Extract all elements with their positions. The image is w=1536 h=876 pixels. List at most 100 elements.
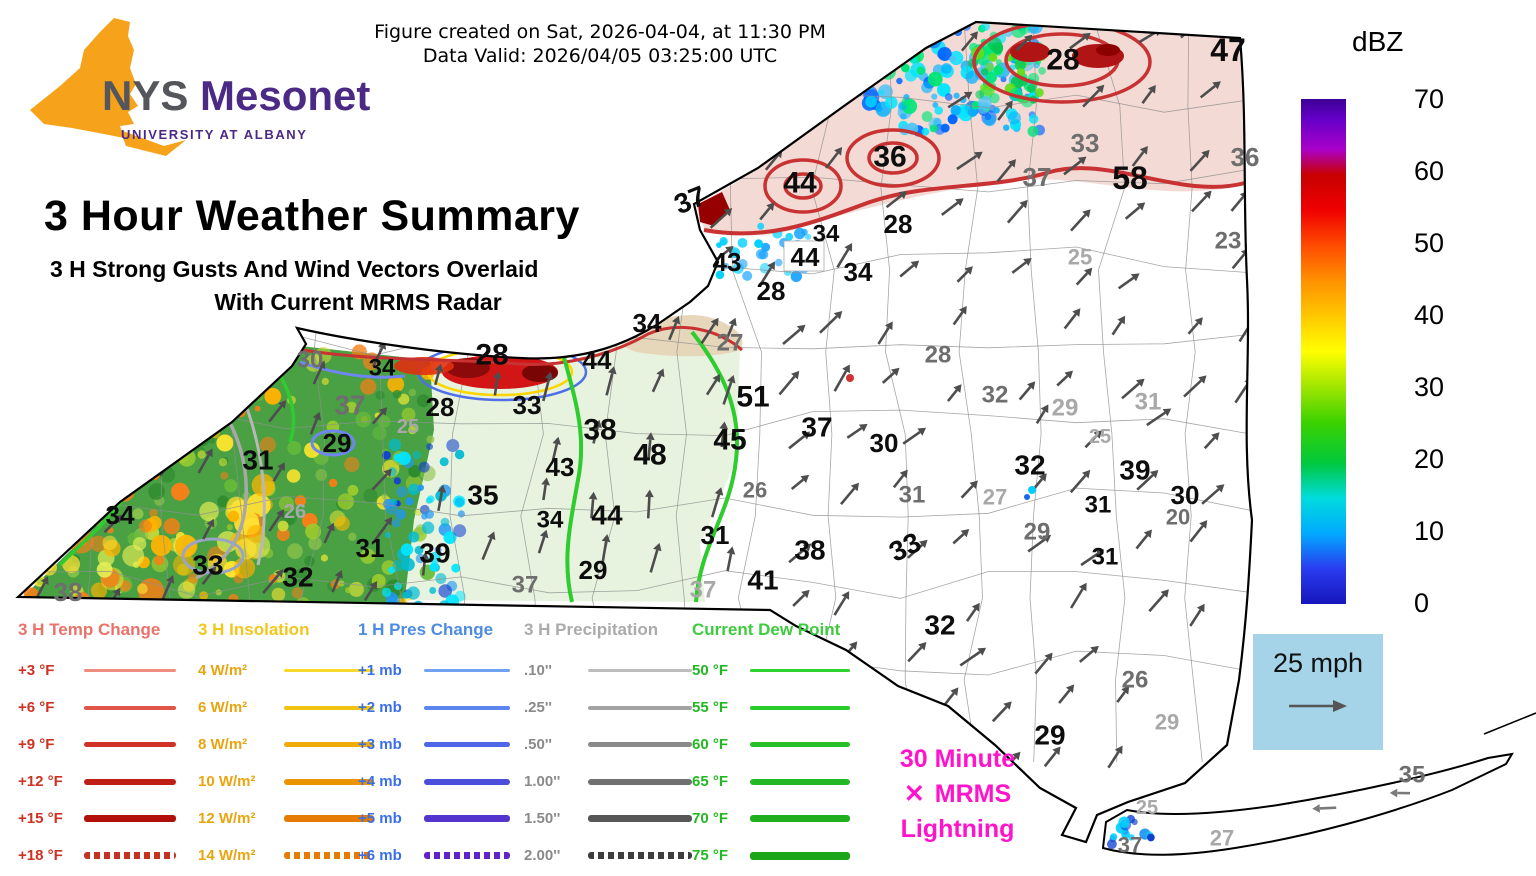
legend-line-sample [750, 742, 850, 747]
gust-value: 44 [791, 242, 820, 272]
legend-line-sample [588, 669, 692, 672]
legend-column: 3 H Precipitation .10'' .25'' .50'' 1.00'' 1.… [524, 620, 692, 874]
gust-value: 29 [1052, 395, 1079, 422]
lightning-line2-text: MRMS [934, 780, 1012, 808]
nys-state-logo-shape [30, 18, 186, 156]
legend-item-label: 70 °F [692, 810, 729, 827]
wind-speed-label: 25 mph [1272, 648, 1364, 678]
legend-line-sample [84, 852, 176, 859]
legend-column-title: 1 H Pres Change [358, 620, 494, 639]
gust-value: 29 [1024, 519, 1051, 546]
mesonet-logo-text: NYS Mesonet [102, 72, 370, 120]
legend-item: +1 mb [358, 652, 510, 689]
colorbar-tick-labels: 70 60 50 40 30 20 10 0 [1414, 86, 1444, 617]
wind-speed-arrow-icon [1289, 700, 1347, 712]
gust-value: 44 [591, 500, 623, 531]
legend-item-label: 8 W/m² [198, 736, 248, 753]
legend-item-label: +5 mb [358, 810, 402, 827]
gust-value: 37 [512, 572, 539, 599]
legend-line-sample [750, 778, 850, 785]
gust-value: 31 [1085, 492, 1112, 519]
legend-item-label: +3 mb [358, 736, 402, 753]
gust-value: 32 [924, 610, 955, 641]
gust-value: 29 [1034, 720, 1065, 751]
gust-value: 35 [1399, 762, 1426, 789]
legend-item: +18 °F [18, 837, 176, 874]
gust-value: 28 [1046, 44, 1079, 77]
legend-item: 2.00'' [524, 837, 692, 874]
gust-value: 31 [356, 533, 385, 563]
colorbar-tick-label: 50 [1414, 228, 1445, 258]
legend-item: 1.50'' [524, 800, 692, 837]
legend-item-label: 2.00'' [524, 847, 561, 864]
gust-value: 28 [925, 342, 952, 369]
colorbar-tick-label: 70 [1414, 84, 1445, 114]
legend-line-sample [84, 815, 176, 822]
gust-value: 28 [475, 339, 508, 372]
gust-value: 34 [537, 507, 564, 534]
gust-value: 37 [690, 577, 717, 604]
legend-item: .25'' [524, 689, 692, 726]
gust-value: 33 [192, 550, 223, 581]
legend-item: 60 °F [692, 726, 850, 763]
gust-value: 38 [794, 535, 825, 566]
colorbar-tick-label: 10 [1414, 516, 1445, 546]
colorbar-tick-label: 40 [1414, 300, 1445, 330]
gust-value: 30 [870, 428, 899, 458]
point-markers [846, 374, 1036, 500]
legend-item-label: +3 °F [18, 662, 55, 679]
gust-value: 29 [323, 428, 352, 458]
gust-value: 26 [1122, 667, 1149, 694]
legend-line-sample [424, 705, 510, 710]
legend-item: 10 W/m² [198, 763, 374, 800]
gust-value: 37 [1023, 162, 1052, 192]
legend-item: +2 mb [358, 689, 510, 726]
legend-item-label: .10'' [524, 662, 552, 679]
legend-line-sample [750, 705, 850, 710]
long-island-silhouette [120, 130, 186, 156]
logo-mesonet: Mesonet [200, 72, 371, 119]
legend-line-sample [588, 742, 692, 747]
figure-created-line1: Figure created on Sat, 2026-04-04, at 11… [374, 21, 826, 43]
gust-value: 36 [873, 141, 906, 174]
page-title: 3 Hour Weather Summary [44, 192, 580, 240]
gust-value: 34 [844, 257, 873, 287]
legend-item: +9 °F [18, 726, 176, 763]
legend-column: 3 H Temp Change +3 °F +6 °F +9 °F +12 °F +15 … [18, 620, 176, 874]
legend-item-label: +2 mb [358, 699, 402, 716]
legend-item: 50 °F [692, 652, 850, 689]
legend-column-title: Current Dew Point [692, 620, 841, 639]
gust-highlight-box [783, 240, 825, 272]
gust-value: 34 [633, 308, 662, 338]
legend-item-label: 1.50'' [524, 810, 561, 827]
gust-value: 38 [54, 577, 83, 607]
gust-value: 25 [1089, 426, 1111, 448]
legend-line-sample [284, 742, 374, 747]
gust-value: 34 [813, 221, 840, 248]
legend-item-label: 6 W/m² [198, 699, 248, 716]
legend-line-sample [424, 778, 510, 785]
gust-value: 27 [1210, 826, 1234, 851]
gust-value: 44 [783, 167, 817, 200]
legend-item-label: +12 °F [18, 773, 63, 790]
gust-value: 25 [397, 416, 419, 438]
colorbar-tick-label: 30 [1414, 372, 1445, 402]
gust-value: 29 [579, 555, 608, 585]
legend-item-label: +6 °F [18, 699, 55, 716]
legend-line-sample [284, 669, 374, 672]
legend-line-sample [284, 705, 374, 710]
gust-value: 28 [884, 209, 913, 239]
legend-item-label: +6 mb [358, 847, 402, 864]
gust-value: 45 [713, 424, 746, 457]
gust-value: 25 [1136, 797, 1158, 819]
gust-value: 28 [426, 392, 455, 422]
legend-item-label: +1 mb [358, 662, 402, 679]
legend-line-sample [84, 669, 176, 672]
lightning-line3: Lightning [900, 815, 1015, 843]
logo-university: UNIVERSITY AT ALBANY [121, 127, 308, 142]
lightning-legend: 30 Minute ✕ MRMS Lightning [870, 742, 1045, 847]
gust-value: 23 [1215, 228, 1242, 255]
legend-column: 1 H Pres Change +1 mb +2 mb +3 mb +4 mb +5 mb… [358, 620, 510, 874]
gust-value: 30 [297, 347, 324, 374]
